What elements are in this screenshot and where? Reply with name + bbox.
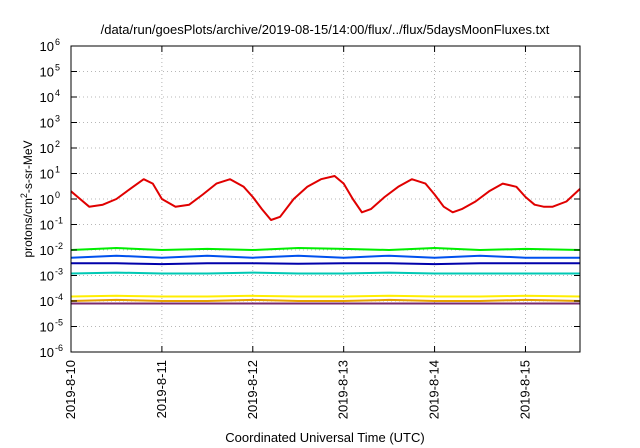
y-tick-label: 104	[40, 88, 60, 105]
y-tick-label: 10-1	[40, 216, 63, 233]
y-axis-label: protons/cm2-s-sr-MeV	[19, 140, 35, 257]
y-tick-label: 101	[40, 165, 60, 182]
y-tick-label: 103	[40, 114, 60, 131]
y-tick-label: 102	[40, 139, 60, 156]
y-tick-label: 106	[40, 37, 60, 54]
y-tick-label: 100	[40, 190, 60, 207]
x-tick-label: 2019-8-13	[336, 360, 351, 419]
axis-ticks: 10-6 10-5 10-4 10-3 10-2 10-1 100 101 102 103 104 1…	[40, 37, 580, 419]
series-line-0	[70, 175, 581, 221]
y-tick-label: 10-3	[40, 267, 63, 284]
x-tick-label: 2019-8-12	[245, 360, 260, 419]
series-line-5	[70, 294, 581, 298]
y-tick-label: 10-2	[40, 241, 63, 258]
chart-title: /data/run/goesPlots/archive/2019-08-15/1…	[101, 22, 550, 37]
series-line-4	[70, 271, 580, 275]
y-tick-label: 10-6	[40, 343, 63, 360]
series-line-3	[71, 262, 580, 266]
series-layer	[70, 175, 581, 305]
x-axis-label: Coordinated Universal Time (UTC)	[225, 430, 424, 445]
y-tick-label: 10-4	[40, 292, 63, 309]
x-tick-label: 2019-8-10	[63, 360, 78, 419]
y-tick-label: 105	[40, 63, 60, 80]
x-tick-label: 2019-8-14	[427, 360, 442, 419]
x-tick-label: 2019-8-11	[154, 360, 169, 418]
y-tick-label: 10-5	[40, 318, 63, 335]
series-line-6	[70, 298, 581, 302]
series-line-2	[70, 254, 580, 259]
x-tick-label: 2019-8-15	[517, 360, 532, 419]
series-line-1	[70, 247, 581, 251]
